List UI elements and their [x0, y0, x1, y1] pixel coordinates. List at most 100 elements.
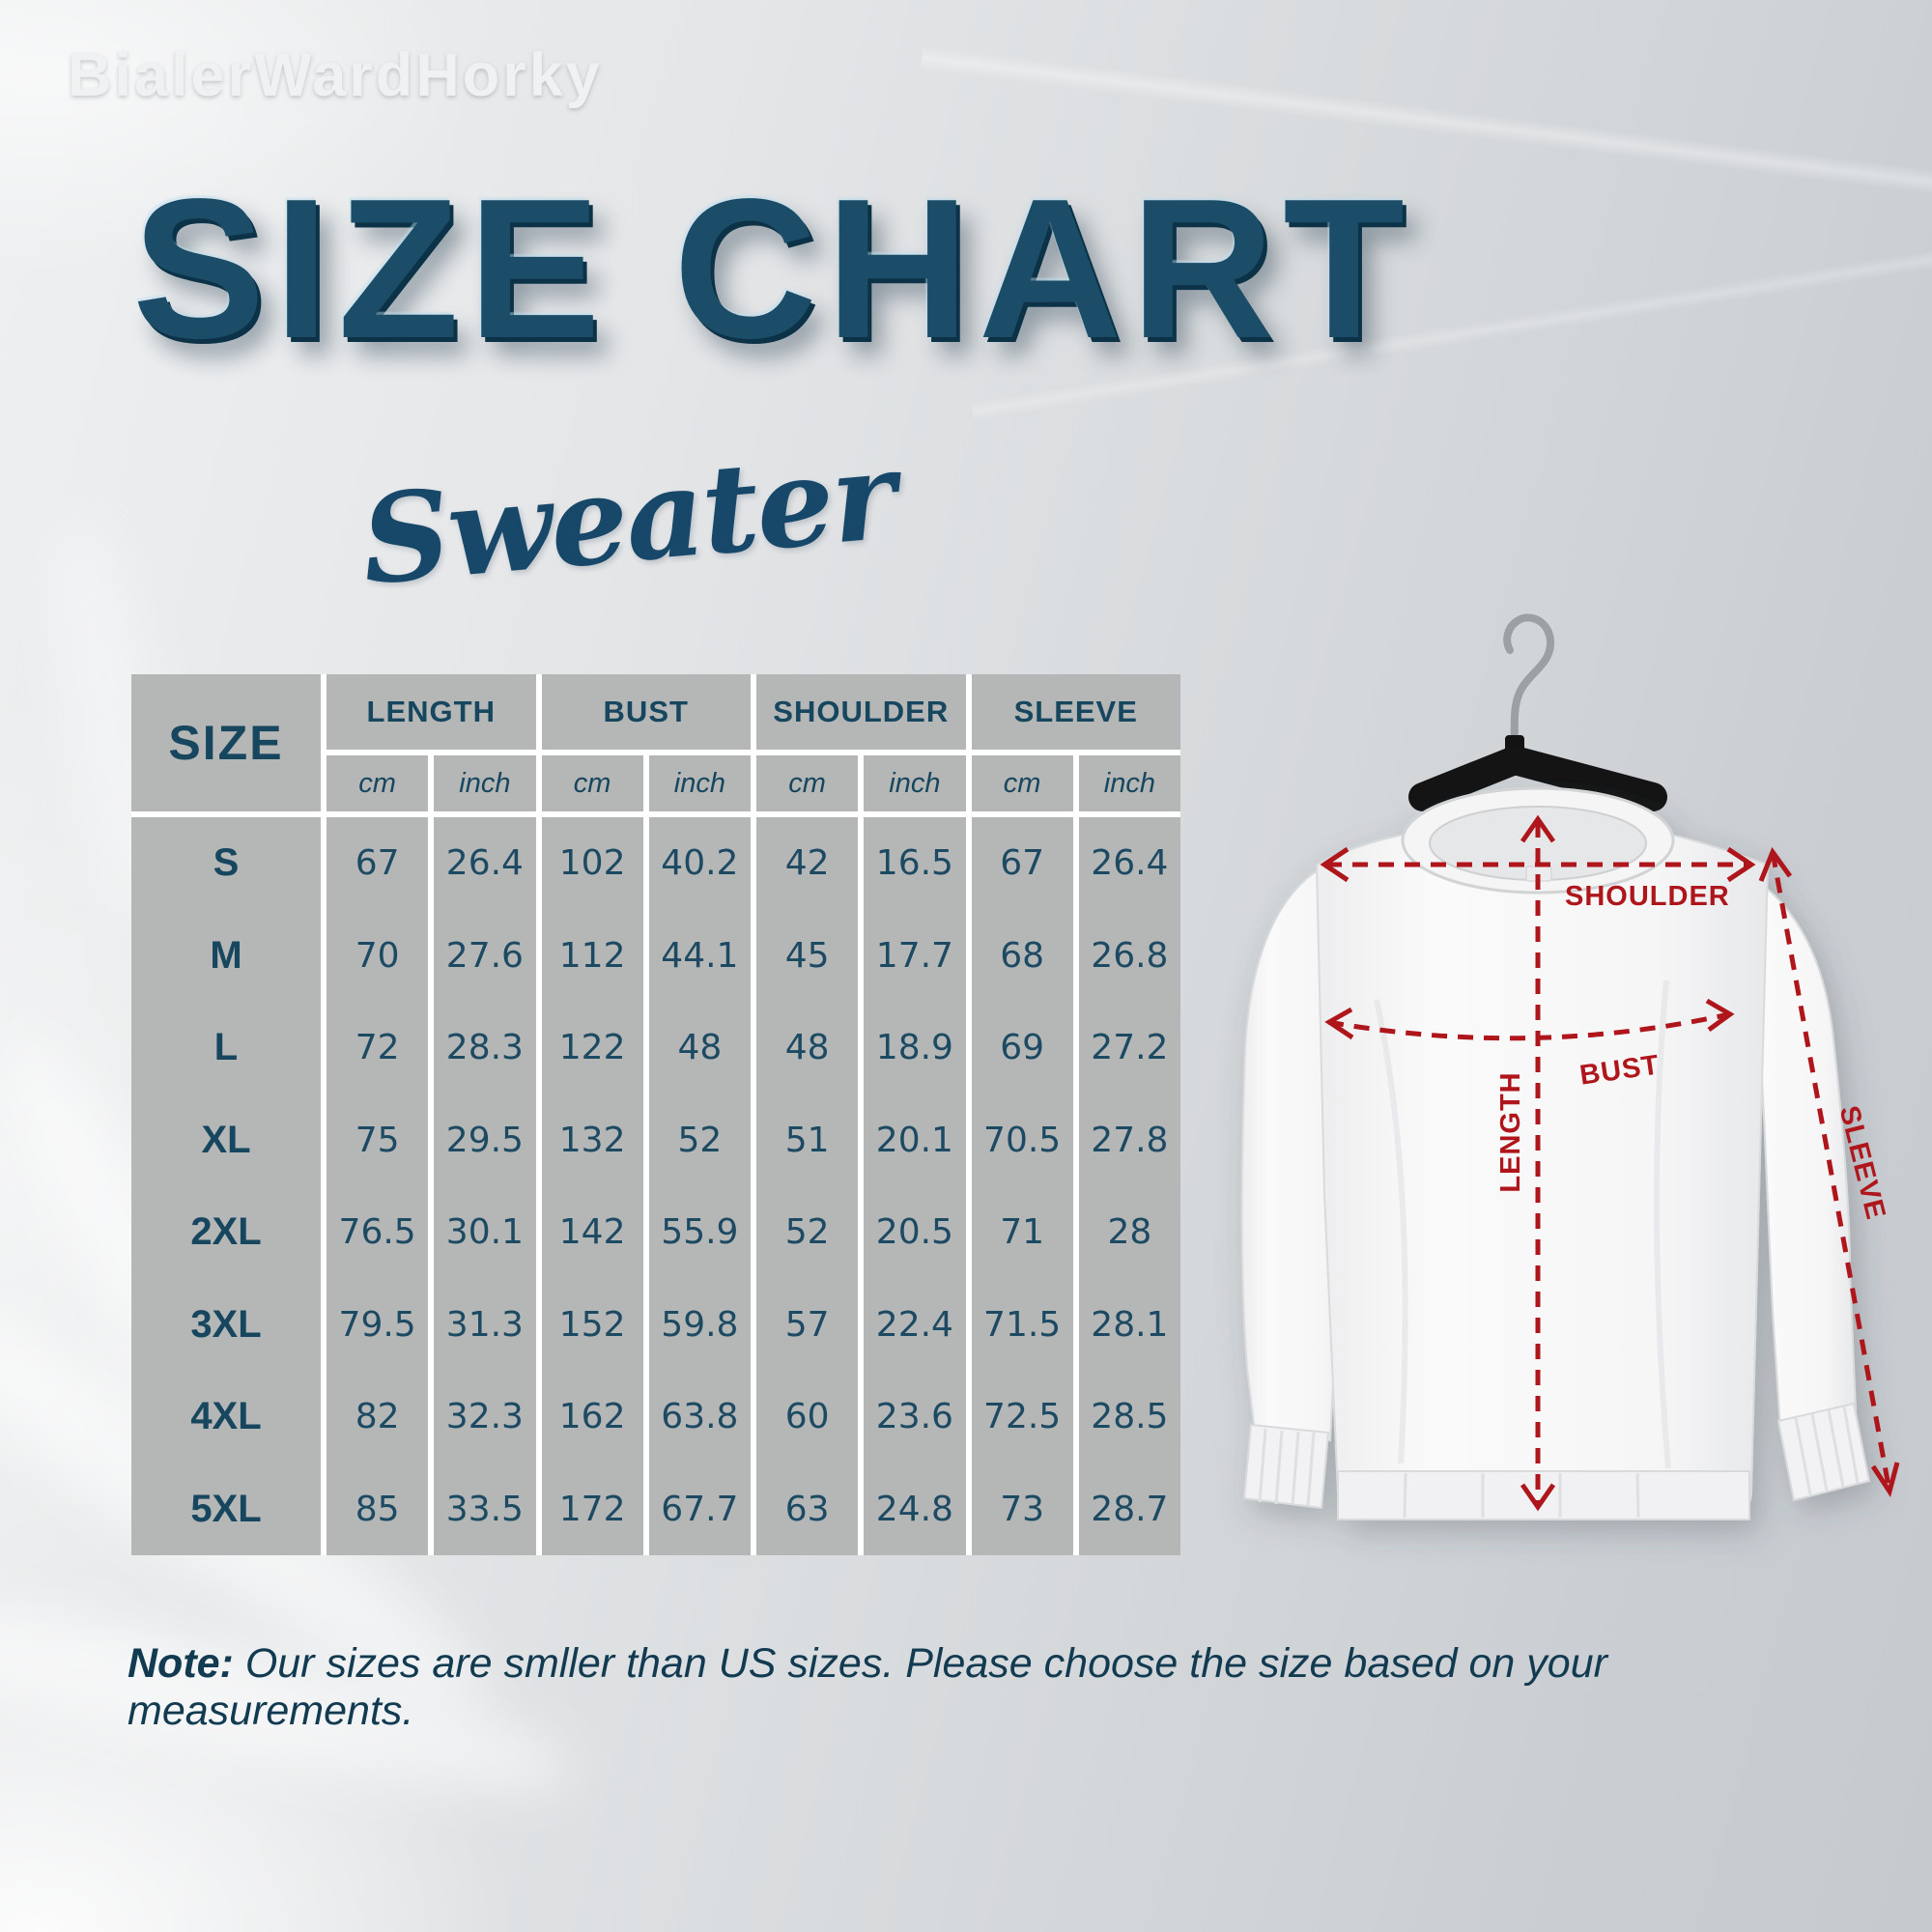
table-cell: 40.2 [661, 843, 739, 884]
unit-header-shoulder-inch: inch [864, 755, 966, 811]
table-cell: 52 [784, 1212, 830, 1253]
size-label: 2XL [190, 1210, 262, 1254]
page-title: SIZE CHART [132, 157, 1413, 380]
measurement-arrows [1320, 814, 1900, 1512]
table-cell: 26.4 [445, 843, 524, 884]
table-cell: 30.1 [445, 1212, 524, 1253]
table-cell: 76.5 [338, 1212, 416, 1253]
unit-header-length-cm: cm [327, 755, 429, 811]
cuff-rib-lines [1258, 1428, 1316, 1507]
table-cell: 57 [784, 1304, 830, 1345]
value-column: 67 70 72 75 76.5 79.5 82 85 [327, 817, 429, 1555]
table-cell: 67.7 [661, 1489, 739, 1529]
table-cell: 48 [677, 1028, 723, 1068]
page-subtitle: Sweater [355, 423, 900, 612]
table-cell: 26.4 [1091, 843, 1169, 884]
table-cell: 42 [784, 843, 830, 884]
value-column: 26.4 26.8 27.2 27.8 28 28.1 28.5 28.7 [1078, 817, 1180, 1555]
size-label: 5XL [190, 1487, 262, 1530]
table-cell: 68 [1000, 935, 1045, 976]
unit-header-sleeve-cm: cm [971, 755, 1073, 811]
table-cell: 63.8 [661, 1397, 739, 1437]
table-cell: 70 [355, 935, 400, 976]
table-cell: 67 [1000, 843, 1045, 884]
table-cell: 132 [558, 1120, 626, 1160]
brand-logo: BialerWardHorky [68, 42, 603, 109]
hanger-arm-left [1408, 746, 1529, 811]
value-column: 26.4 27.6 28.3 29.5 30.1 31.3 32.3 33.5 [434, 817, 536, 1555]
sweater-body [1315, 825, 1770, 1520]
value-column: 42 45 48 51 52 57 60 63 [756, 817, 859, 1555]
table-cell: 79.5 [338, 1304, 416, 1345]
table-cell: 52 [677, 1120, 723, 1160]
fabric-folds [1374, 980, 1671, 1469]
size-label: L [213, 1026, 239, 1069]
table-cell: 44.1 [661, 935, 739, 976]
table-cell: 82 [355, 1397, 400, 1437]
table-cell: 51 [784, 1120, 830, 1160]
table-cell: 20.5 [875, 1212, 953, 1253]
group-header-bust: BUST [541, 674, 751, 750]
unit-header-shoulder-cm: cm [756, 755, 859, 811]
table-cell: 60 [784, 1397, 830, 1437]
arrowhead-up-icon [1520, 814, 1556, 843]
hanger-arm-right [1500, 746, 1667, 811]
size-label-column: S M L XL 2XL 3XL 4XL 5XL [131, 817, 321, 1555]
arrowhead-up-icon [1758, 846, 1793, 882]
sweater-left-cuff [1242, 1423, 1330, 1510]
table-cell: 28 [1107, 1212, 1152, 1253]
table-cell: 16.5 [875, 843, 953, 884]
table-cell: 33.5 [445, 1489, 524, 1529]
note-text: Note: Our sizes are smller than US sizes… [128, 1640, 1607, 1734]
length-label: LENGTH [1495, 1071, 1526, 1192]
table-cell: 162 [558, 1397, 626, 1437]
table-cell: 23.6 [875, 1397, 953, 1437]
group-header-length: LENGTH [327, 674, 536, 750]
table-cell: 22.4 [875, 1304, 953, 1345]
table-cell: 20.1 [875, 1120, 953, 1160]
table-cell: 32.3 [445, 1397, 524, 1437]
arrowhead-left-icon [1320, 846, 1350, 883]
sleeve-arrow-line [1770, 851, 1892, 1492]
table-cell: 17.7 [875, 935, 953, 976]
unit-header-bust-cm: cm [541, 755, 643, 811]
table-cell: 75 [355, 1120, 400, 1160]
table-cell: 102 [558, 843, 626, 884]
arrowhead-right-icon [1705, 998, 1735, 1033]
size-table: SIZE LENGTH BUST SHOULDER SLEEVE cm inch cm inch… [131, 674, 1180, 1555]
size-label: 3XL [190, 1302, 262, 1346]
table-cell: 45 [784, 935, 830, 976]
table-cell: 28.3 [445, 1028, 524, 1068]
table-cell: 27.6 [445, 935, 524, 976]
group-header-sleeve: SLEEVE [971, 674, 1180, 750]
table-cell: 28.7 [1091, 1489, 1169, 1529]
value-column: 67 68 69 70.5 71 71.5 72.5 73 [971, 817, 1073, 1555]
table-cell: 29.5 [445, 1120, 524, 1160]
table-cell: 122 [558, 1028, 626, 1068]
size-label: M [210, 933, 242, 977]
value-column: 16.5 17.7 18.9 20.1 20.5 22.4 23.6 24.8 [864, 817, 966, 1555]
table-cell: 69 [1000, 1028, 1045, 1068]
table-cell: 59.8 [661, 1304, 739, 1345]
note-label: Note: [128, 1640, 234, 1687]
arrowhead-down-icon [1870, 1462, 1900, 1498]
table-cell: 85 [355, 1489, 400, 1529]
table-cell: 112 [558, 935, 626, 976]
arrowhead-right-icon [1726, 846, 1756, 883]
unit-header-length-inch: inch [434, 755, 536, 811]
sweater-measurement-diagram: SHOULDER BUST LENGTH SLEEVE [1212, 594, 1927, 1579]
table-cell: 48 [784, 1028, 830, 1068]
arrowhead-down-icon [1520, 1483, 1556, 1512]
unit-header-sleeve-inch: inch [1078, 755, 1180, 811]
table-cell: 67 [355, 843, 400, 884]
table-cell: 18.9 [875, 1028, 953, 1068]
value-column: 102 112 122 132 142 152 162 172 [541, 817, 643, 1555]
table-cell: 27.2 [1091, 1028, 1169, 1068]
table-cell: 70.5 [983, 1120, 1062, 1160]
group-header-shoulder: SHOULDER [756, 674, 966, 750]
size-column-header: SIZE [131, 674, 321, 811]
size-label: S [213, 841, 240, 885]
unit-header-bust-inch: inch [648, 755, 751, 811]
arrowhead-left-icon [1324, 1007, 1354, 1040]
